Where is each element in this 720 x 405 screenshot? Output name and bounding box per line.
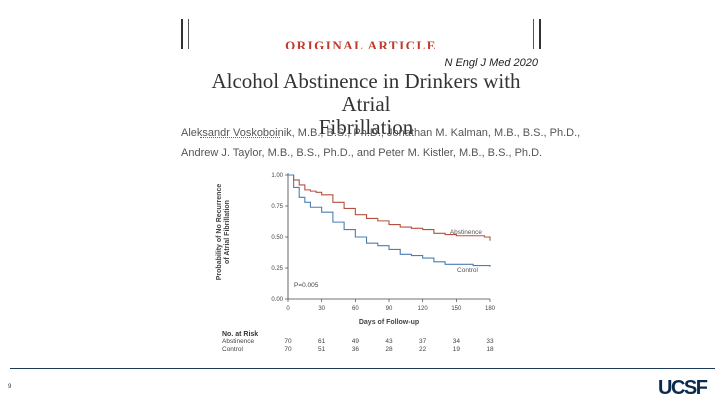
series-line-control [288,174,491,267]
y-tick-label: 0.25 [271,266,283,272]
y-tick-label: 0.75 [271,204,283,210]
x-tick-label: 90 [386,306,393,312]
series-label-control: Control [457,267,479,274]
risk-value: 61 [318,338,326,345]
number-at-risk-table: No. at Risk Abstinence 70 61 49 43 37 34 33 Cont… [222,331,494,354]
risk-table-title: No. at Risk [222,331,259,338]
article-type-label: ORIGINAL ARTICLE [285,38,437,49]
article-title: Alcohol Abstinence in Drinkers with Atri… [186,70,546,139]
risk-value: 28 [385,346,393,353]
risk-value: 34 [452,338,460,345]
risk-value: 18 [486,346,494,353]
y-tick-label: 0.00 [271,297,283,303]
risk-value: 70 [284,338,292,345]
x-tick-label: 0 [286,306,290,312]
series-line-abstinence [288,174,491,241]
x-tick-label: 180 [485,306,496,312]
journal-citation: N Engl J Med 2020 [444,57,538,69]
x-tick-label: 120 [418,306,429,312]
risk-row-control: Control 70 51 36 28 22 19 18 [222,346,494,354]
risk-value: 37 [419,338,427,345]
author-line-1: Aleksandr Voskoboinik, M.B., B.S., Ph.D.… [181,127,581,139]
author-list: Aleksandr Voskoboinik, M.B., B.S., Ph.D.… [181,123,581,163]
p-value-annotation: P=0.005 [294,282,319,289]
article-banner-inner: ORIGINAL ARTICLE [188,19,534,49]
x-tick-label: 60 [352,306,359,312]
y-tick-label: 0.50 [271,235,283,241]
risk-value: 36 [351,346,359,353]
risk-value: 33 [486,338,494,345]
risk-value: 49 [351,338,359,345]
y-tick-label: 1.00 [271,173,283,179]
footer-divider [10,368,715,369]
x-tick-label: 30 [318,306,325,312]
article-title-line-1: Alcohol Abstinence in Drinkers with Atri… [211,69,521,116]
article-title-line-2: Fibrillation [318,115,414,139]
author-line-2: Andrew J. Taylor, M.B., B.S., Ph.D., and… [181,147,543,159]
risk-value: 43 [385,338,393,345]
risk-value: 51 [318,346,326,353]
risk-value: 22 [419,346,427,353]
risk-value: 70 [284,346,292,353]
series-label-abstinence: Abstinence [450,229,483,236]
x-tick-label: 150 [451,306,462,312]
ucsf-logo: UCSF [658,377,708,399]
risk-row-abstinence: Abstinence 70 61 49 43 37 34 33 [222,338,494,346]
dotted-rule [200,137,280,138]
x-axis-label: Days of Follow-up [359,319,419,326]
slide-number: 9 [8,384,12,390]
risk-row-name: Control [222,346,243,353]
article-banner: ORIGINAL ARTICLE [181,19,541,49]
risk-row-name: Abstinence [222,338,255,345]
risk-value: 19 [452,346,460,353]
